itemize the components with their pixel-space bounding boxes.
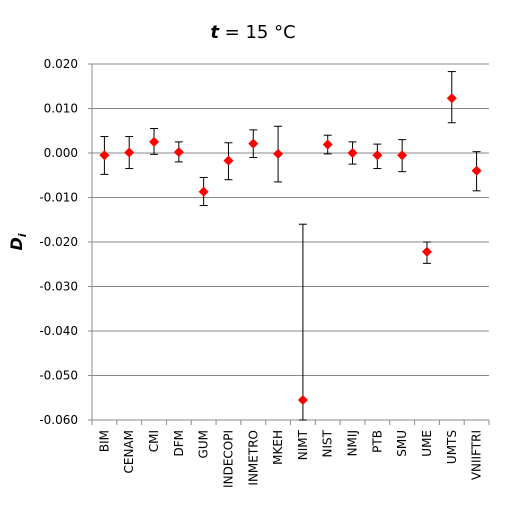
gridlines <box>92 63 489 421</box>
x-tick-label: INDECOPI <box>221 430 235 488</box>
data-point-marker <box>173 147 184 158</box>
x-tick-label: UMTS <box>445 430 459 464</box>
y-tick-label: -0.060 <box>39 413 78 427</box>
x-tick-label: MKEH <box>271 430 285 465</box>
data-point-marker <box>273 148 284 159</box>
y-tick-label: -0.050 <box>39 369 78 383</box>
y-tick-label: -0.020 <box>39 235 78 249</box>
x-tick-label: GUM <box>197 430 211 458</box>
data-point-marker <box>248 138 259 149</box>
y-axis-label-main: D <box>7 237 26 250</box>
chart-title-text: = 15 °C <box>219 22 296 43</box>
y-axis-label-subscript: i <box>16 233 29 237</box>
data-point-marker <box>471 165 482 176</box>
data-point-marker <box>322 139 333 150</box>
data-point-marker <box>297 394 308 405</box>
y-tick-label: -0.040 <box>39 324 78 338</box>
data-point-marker <box>223 155 234 166</box>
data-point-marker <box>347 148 358 158</box>
x-tick-label: BIM <box>97 430 111 452</box>
x-tick-label: UME <box>420 430 434 457</box>
y-tick-label: -0.010 <box>39 191 78 205</box>
data-point-marker <box>421 246 432 257</box>
x-tick-label: DFM <box>172 430 186 457</box>
x-tick-label: NMIJ <box>346 430 360 456</box>
x-tick-label: CMI <box>147 430 161 452</box>
chart-title-variable: t <box>210 22 220 43</box>
data-point-marker <box>372 150 383 161</box>
error-bar <box>298 223 307 421</box>
axes <box>88 63 490 425</box>
y-tick-labels: 0.020 0.010 0.000 -0.010 -0.020 -0.030 -0.040 -… <box>39 57 78 427</box>
y-axis-label: Di <box>7 233 29 250</box>
data-point-marker <box>198 186 209 197</box>
x-tick-label: INMETRO <box>246 430 260 486</box>
y-tick-label: 0.010 <box>44 102 78 116</box>
data-point-marker <box>446 93 457 104</box>
x-tick-label: NIMT <box>296 429 310 460</box>
y-tick-label: 0.020 <box>44 57 78 71</box>
x-tick-label: NIST <box>321 429 335 457</box>
y-tick-label: -0.030 <box>39 280 78 294</box>
data-point-marker <box>99 150 110 161</box>
x-tick-label: VNIIFTRI <box>470 430 484 480</box>
x-tick-label: CENAM <box>122 430 136 474</box>
data-point-marker <box>124 147 135 158</box>
error-bars <box>100 71 481 421</box>
x-tick-labels: BIM CENAM CMI DFM GUM INDECOPI INMETRO MKEH NIMT… <box>97 429 483 488</box>
y-tick-label: 0.000 <box>44 146 78 160</box>
x-tick-label: PTB <box>370 430 384 453</box>
chart-title: t = 15 °C <box>210 22 295 43</box>
data-point-marker <box>397 150 408 161</box>
data-points <box>99 93 482 405</box>
x-tick-label: SMU <box>395 430 409 457</box>
data-point-marker <box>149 136 160 147</box>
